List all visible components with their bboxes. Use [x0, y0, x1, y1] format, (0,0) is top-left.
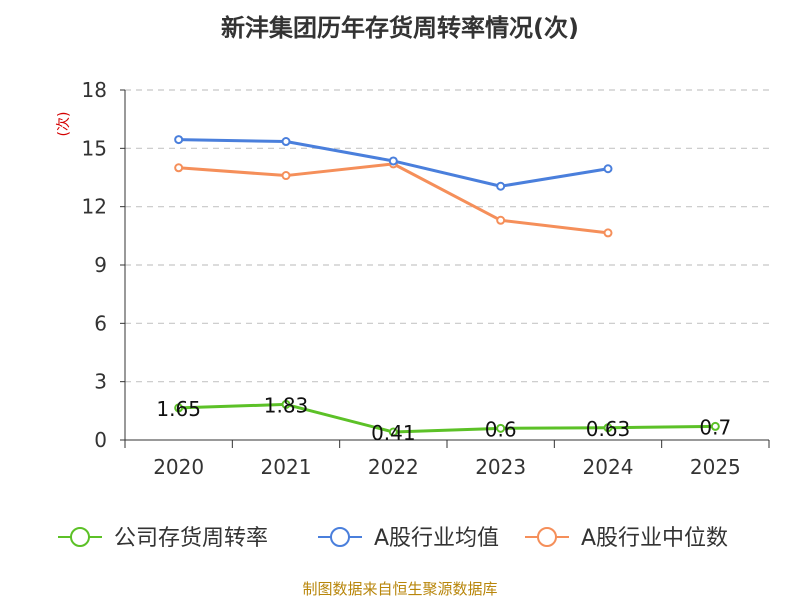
series	[174, 135, 720, 437]
data-point	[388, 156, 398, 166]
data-point	[281, 171, 291, 181]
legend-marker	[70, 527, 90, 547]
data-point	[710, 421, 720, 431]
y-tick-label: 6	[94, 311, 107, 335]
legend-label: A股行业均值	[374, 526, 499, 551]
grid	[125, 89, 769, 383]
data-point	[496, 215, 506, 225]
y-tick-label: 3	[94, 370, 107, 394]
legend: 公司存货周转率 A股行业均值 A股行业中位数	[58, 526, 728, 551]
data-label: 0.63	[586, 417, 631, 441]
source-note: 制图数据来自恒生聚源数据库	[302, 580, 497, 598]
data-point	[603, 423, 613, 433]
axes: 0 3 6 9 12 15 18 2020 2021 2022 2023 2024 2025	[82, 78, 770, 479]
y-tick-label: 0	[94, 428, 107, 452]
data-labels: 1.65 1.83 0.41 0.6 0.63 0.7	[156, 393, 731, 445]
data-label: 0.6	[485, 417, 517, 441]
y-tick-label: 18	[82, 78, 107, 102]
y-tick-label: 15	[82, 136, 107, 160]
y-tick-label: 12	[82, 195, 107, 219]
data-point	[281, 399, 291, 409]
legend-marker	[330, 527, 350, 547]
x-tick-label: 2024	[583, 455, 634, 479]
x-tick-label: 2021	[261, 455, 312, 479]
y-axis-label: (次)	[56, 112, 72, 137]
data-point	[496, 423, 506, 433]
data-point	[174, 403, 184, 413]
data-point	[388, 427, 398, 437]
y-tick-label: 9	[94, 253, 107, 277]
legend-label: 公司存货周转率	[114, 526, 268, 551]
data-point	[174, 135, 184, 145]
x-tick-label: 2022	[368, 455, 419, 479]
data-label: 1.83	[264, 393, 309, 417]
series-line	[178, 162, 609, 235]
chart-title: 新沣集团历年存货周转率情况(次)	[221, 14, 579, 42]
data-point	[603, 228, 613, 238]
data-label: 1.65	[156, 397, 201, 421]
data-label: 0.7	[699, 415, 731, 439]
x-tick-label: 2025	[690, 455, 741, 479]
data-point	[603, 164, 613, 174]
data-point	[174, 163, 184, 173]
series-line	[178, 402, 716, 434]
x-tick-label: 2023	[475, 455, 526, 479]
data-point	[496, 181, 506, 191]
data-point	[281, 137, 291, 147]
data-label: 0.41	[371, 421, 416, 445]
legend-label: A股行业中位数	[581, 526, 728, 551]
x-tick-label: 2020	[153, 455, 204, 479]
legend-marker	[537, 527, 557, 547]
